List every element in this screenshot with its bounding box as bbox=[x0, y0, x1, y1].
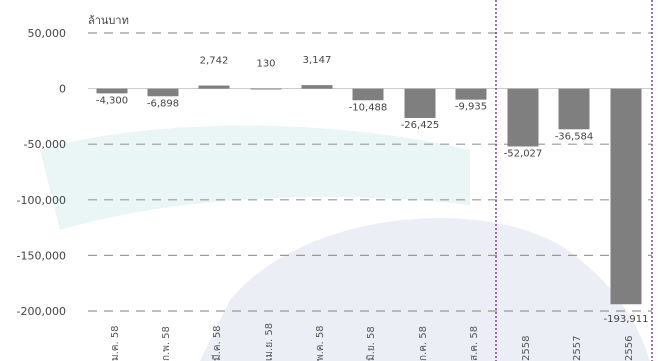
bar bbox=[301, 85, 333, 89]
unit-label: ล้านบาท bbox=[88, 14, 129, 27]
y-tick-label: -200,000 bbox=[17, 305, 66, 318]
category-label: พ.ค. 58 bbox=[315, 325, 326, 361]
bar bbox=[250, 88, 282, 90]
x-axis: ม.ค. 58 ก.พ. 58 มี.ค. 58 เม.ย. 58 พ.ค. 58 มิ.… bbox=[110, 323, 635, 361]
category-label: 2558 bbox=[521, 336, 532, 361]
background-watermark bbox=[40, 125, 650, 361]
category-label: 2556 bbox=[624, 336, 635, 361]
bar bbox=[96, 88, 128, 94]
data-label: 130 bbox=[256, 58, 275, 69]
bar bbox=[198, 85, 230, 89]
category-label: ส.ค. 58 bbox=[469, 326, 480, 361]
bar bbox=[455, 88, 487, 100]
data-label: -9,935 bbox=[455, 102, 487, 113]
category-label: ม.ค. 58 bbox=[110, 325, 121, 361]
y-tick-label: 0 bbox=[59, 83, 66, 96]
category-label: เม.ย. 58 bbox=[264, 323, 275, 361]
bar bbox=[558, 88, 590, 130]
data-label: -36,584 bbox=[555, 131, 594, 142]
category-label: มิ.ย. 58 bbox=[366, 326, 377, 361]
data-labels: -4,300 -6,898 2,742 130 3,147 -10,488 -26,425 -… bbox=[96, 55, 649, 325]
y-tick-label: -50,000 bbox=[24, 138, 66, 151]
bar bbox=[610, 88, 642, 305]
data-label: -26,425 bbox=[401, 120, 440, 131]
data-label: -10,488 bbox=[349, 102, 388, 113]
data-label: -52,027 bbox=[504, 148, 543, 159]
y-tick-label: 50,000 bbox=[28, 27, 67, 40]
bar bbox=[147, 88, 179, 97]
data-label: 2,742 bbox=[200, 56, 229, 67]
data-label: 3,147 bbox=[303, 55, 332, 66]
bar bbox=[352, 88, 384, 101]
bar bbox=[404, 88, 436, 118]
data-label: -193,911 bbox=[604, 314, 649, 325]
y-tick-label: -100,000 bbox=[17, 194, 66, 207]
dividers bbox=[495, 0, 653, 361]
category-label: ก.พ. 58 bbox=[161, 326, 172, 361]
category-label: 2557 bbox=[572, 336, 583, 361]
category-label: มี.ค. 58 bbox=[211, 325, 223, 361]
data-label: -4,300 bbox=[96, 95, 128, 106]
y-axis: 50,000 0 -50,000 -100,000 -150,000 -200,000 bbox=[17, 27, 66, 318]
bars bbox=[96, 85, 642, 305]
data-label: -6,898 bbox=[147, 98, 179, 109]
category-label: ก.ค. 58 bbox=[418, 326, 429, 361]
y-tick-label: -150,000 bbox=[17, 249, 66, 262]
bar bbox=[507, 88, 539, 147]
